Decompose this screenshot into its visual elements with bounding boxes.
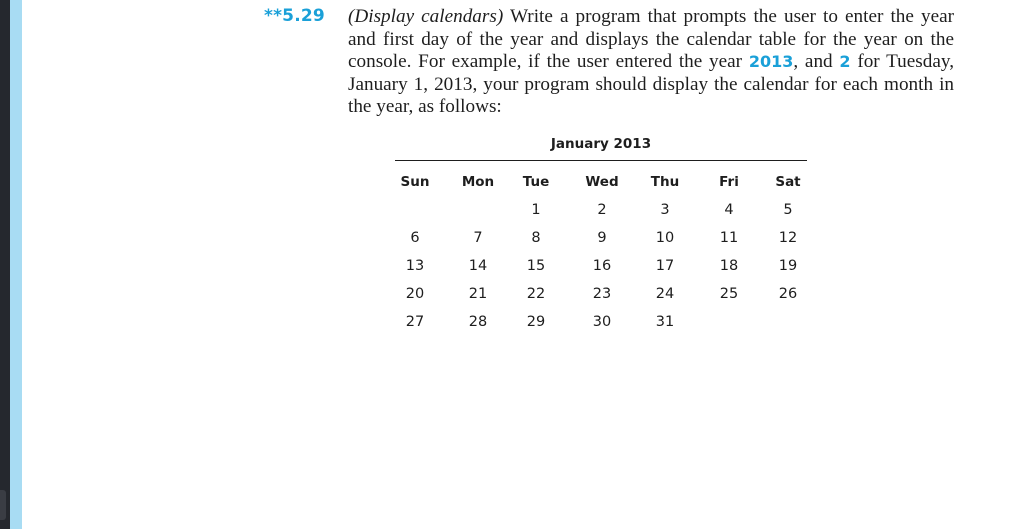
calendar-day-cell: 21 xyxy=(468,286,488,302)
calendar-day-cell: 22 xyxy=(526,286,546,302)
exercise-text-part2: , and xyxy=(793,51,840,72)
calendar-day-cell: 7 xyxy=(473,230,483,246)
day-value: 2 xyxy=(839,52,851,71)
year-value: 2013 xyxy=(748,52,794,71)
calendar-day-cell: 20 xyxy=(405,286,425,302)
calendar-day-cell: 31 xyxy=(655,314,675,330)
exercise-text-part1: Write a program that prompts the user to… xyxy=(348,6,954,72)
calendar-day-cell: 4 xyxy=(724,202,734,218)
calendar-day-cell: 12 xyxy=(778,230,798,246)
calendar-day-cell: 16 xyxy=(592,258,612,274)
calendar-header-fri: Fri xyxy=(719,174,739,190)
calendar-day-cell: 25 xyxy=(719,286,739,302)
calendar-header-mon: Mon xyxy=(461,174,495,190)
calendar-header-thu: Thu xyxy=(650,174,680,190)
calendar-day-cell: 8 xyxy=(531,230,541,246)
calendar-day-cell: 28 xyxy=(468,314,488,330)
calendar-day-cell: 29 xyxy=(526,314,546,330)
calendar-day-cell: 9 xyxy=(597,230,607,246)
calendar-day-cell: 30 xyxy=(592,314,612,330)
calendar-day-cell: 1 xyxy=(531,202,541,218)
calendar-header-wed: Wed xyxy=(585,174,619,190)
calendar-day-cell: 17 xyxy=(655,258,675,274)
calendar-day-cell: 26 xyxy=(778,286,798,302)
calendar-day-cell: 13 xyxy=(405,258,425,274)
calendar-day-cell: 3 xyxy=(660,202,670,218)
exercise-text-part3: for Tuesday, January 1, 2013, your progr… xyxy=(348,51,954,117)
calendar-title: January 2013 xyxy=(550,136,652,152)
calendar-header-sat: Sat xyxy=(775,174,801,190)
calendar-day-cell: 6 xyxy=(410,230,420,246)
calendar-day-cell: 15 xyxy=(526,258,546,274)
calendar-day-cell: 2 xyxy=(597,202,607,218)
calendar-header-sun: Sun xyxy=(400,174,430,190)
margin-strip xyxy=(10,0,22,529)
calendar-day-cell: 11 xyxy=(719,230,739,246)
calendar-day-cell: 18 xyxy=(719,258,739,274)
calendar-day-cell: 10 xyxy=(655,230,675,246)
calendar-day-cell: 14 xyxy=(468,258,488,274)
resize-handle[interactable] xyxy=(0,490,6,520)
calendar-day-cell: 19 xyxy=(778,258,798,274)
calendar-day-cell: 23 xyxy=(592,286,612,302)
window-edge-bar xyxy=(0,0,10,529)
calendar-day-cell: 5 xyxy=(783,202,793,218)
exercise-number: **5.29 xyxy=(264,6,325,26)
exercise-text: (Display calendars) Write a program that… xyxy=(348,6,954,119)
calendar-header-rule xyxy=(395,160,807,161)
calendar-header-tue: Tue xyxy=(522,174,550,190)
calendar-day-cell: 24 xyxy=(655,286,675,302)
calendar-day-cell: 27 xyxy=(405,314,425,330)
exercise-title: (Display calendars) xyxy=(348,6,504,27)
